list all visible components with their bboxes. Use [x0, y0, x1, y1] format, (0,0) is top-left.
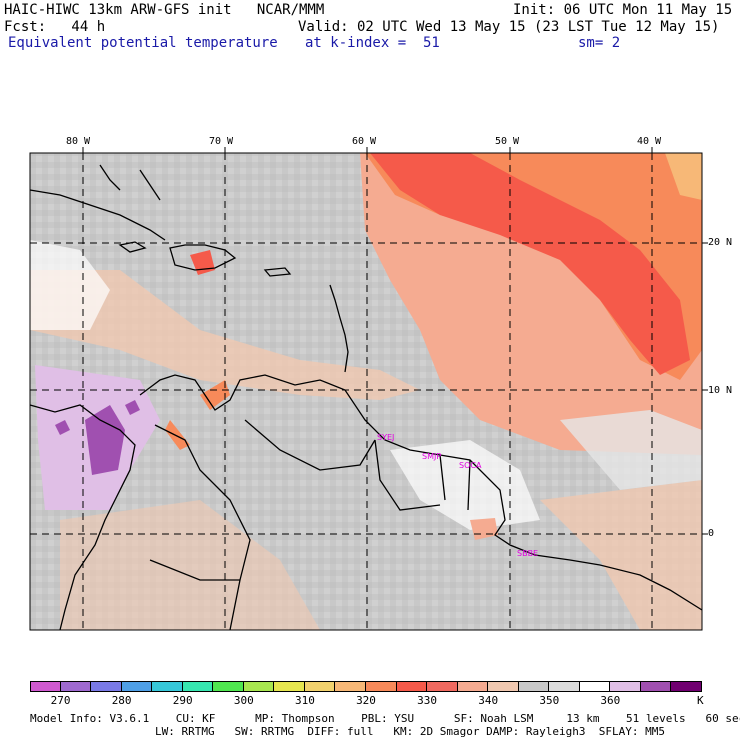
ecuador-peru-border: [149, 559, 240, 581]
suriname-border: [439, 454, 446, 501]
warm-core-red: [370, 153, 690, 375]
puerto-rico-coast: [263, 267, 292, 277]
lon-label-80w: 80 W: [66, 136, 91, 147]
hot-spot-andes: [165, 420, 190, 450]
colorbar-swatch: [671, 681, 702, 692]
chart-title: HAIC-HIWC 13km ARW-GFS init NCAR/MMM: [4, 2, 325, 18]
cuba-coast: [29, 189, 166, 241]
coastlines: [29, 164, 703, 631]
colorbar-unit: K: [697, 694, 704, 707]
cool-spot-purple-2: [125, 400, 140, 415]
colorbar-swatch: [549, 681, 580, 692]
smoothing: sm= 2: [578, 35, 621, 51]
lon-label-60w: 60 W: [352, 136, 377, 147]
colorbar-swatch: [121, 681, 153, 692]
station-smjp: SMJP: [422, 452, 441, 461]
lat-label-10n: 10 N: [708, 385, 733, 396]
colorbar-swatch: [396, 681, 428, 692]
shading-layer: [30, 153, 702, 630]
cool-patch-atlantic: [560, 410, 702, 490]
amazon-warm-patch: [60, 500, 320, 630]
colorbar-swatch: [213, 681, 244, 692]
tick-marks: [82, 147, 708, 535]
cool-region-purple: [85, 405, 125, 475]
colorbar-swatch: [182, 681, 214, 692]
colorbar-swatch: [610, 681, 641, 692]
colorbar-swatch: [274, 681, 305, 692]
florida-keys-coast: [99, 164, 121, 191]
colorbar-label: 270: [50, 694, 71, 707]
lon-label-50w: 50 W: [495, 136, 520, 147]
hispaniola-coast: [169, 244, 237, 271]
colorbar-swatch: [457, 681, 489, 692]
hot-spot-maracaibo: [200, 380, 230, 410]
colorbar-swatch: [335, 681, 366, 692]
station-soca: SOCA: [459, 461, 482, 470]
lat-label-0: 0: [708, 528, 715, 539]
model-info-line2: LW: RRTMG SW: RRTMG DIFF: full KM: 2D Sm…: [155, 725, 665, 738]
colorbar-swatch: [579, 681, 611, 692]
cool-patch-west: [30, 240, 110, 330]
colorbar-label: 360: [600, 694, 621, 707]
pacific-coast: [29, 404, 136, 631]
colorbar-swatch: [30, 681, 61, 692]
lon-label-70w: 70 W: [209, 136, 234, 147]
colorbar-swatch: [366, 681, 397, 692]
model-info-line1: Model Info: V3.6.1 CU: KF MP: Thompson P…: [30, 712, 740, 725]
guyana-border: [374, 439, 441, 511]
colorbar-swatch: [427, 681, 458, 692]
colorbar-swatch: [152, 681, 183, 692]
colorbar-label: 290: [172, 694, 193, 707]
field-name: Equivalent potential temperature: [8, 35, 278, 51]
station-sbbe: SBBE: [517, 549, 538, 558]
lon-label-40w: 40 W: [637, 136, 662, 147]
colorbar-swatch: [243, 681, 275, 692]
colorbar-swatch: [304, 681, 336, 692]
atlantic-coast: [139, 374, 703, 611]
colorbar-label: 350: [539, 694, 560, 707]
cool-spot-purple: [55, 420, 70, 435]
southeast-warm-patch: [540, 480, 702, 630]
valid-time: Valid: 02 UTC Wed 13 May 15 (23 LST Tue …: [298, 19, 720, 35]
french-guiana-border: [467, 459, 471, 511]
graticule: [30, 153, 702, 630]
colorbar-label: 320: [356, 694, 376, 707]
warm-core-yellow: [665, 153, 702, 200]
caribbean-warm-patch: [30, 270, 420, 400]
vertical-level: at k-index = 51: [305, 35, 440, 51]
colorbar-swatch: [91, 681, 122, 692]
colorbar-swatch: [488, 681, 519, 692]
colorbar-label: 280: [111, 694, 132, 707]
colorbar-label: 340: [478, 694, 499, 707]
colorbar-swatch: [640, 681, 672, 692]
colorbar-label: 330: [417, 694, 438, 707]
forecast-hour: Fcst: 44 h: [4, 19, 106, 35]
bahamas-outline: [139, 169, 161, 201]
colorbar-label: 310: [294, 694, 315, 707]
venezuela-border: [244, 419, 376, 471]
lat-label-20n: 20 N: [708, 237, 733, 248]
colorbar-swatch: [60, 681, 92, 692]
lesser-antilles-chain: [329, 284, 349, 373]
colorbar-swatch: [518, 681, 550, 692]
station-syej: SYEJ: [377, 433, 394, 442]
map-frame: [29, 152, 703, 631]
init-time: Init: 06 UTC Mon 11 May 15: [513, 2, 733, 18]
colorbar-label: 300: [233, 694, 254, 707]
